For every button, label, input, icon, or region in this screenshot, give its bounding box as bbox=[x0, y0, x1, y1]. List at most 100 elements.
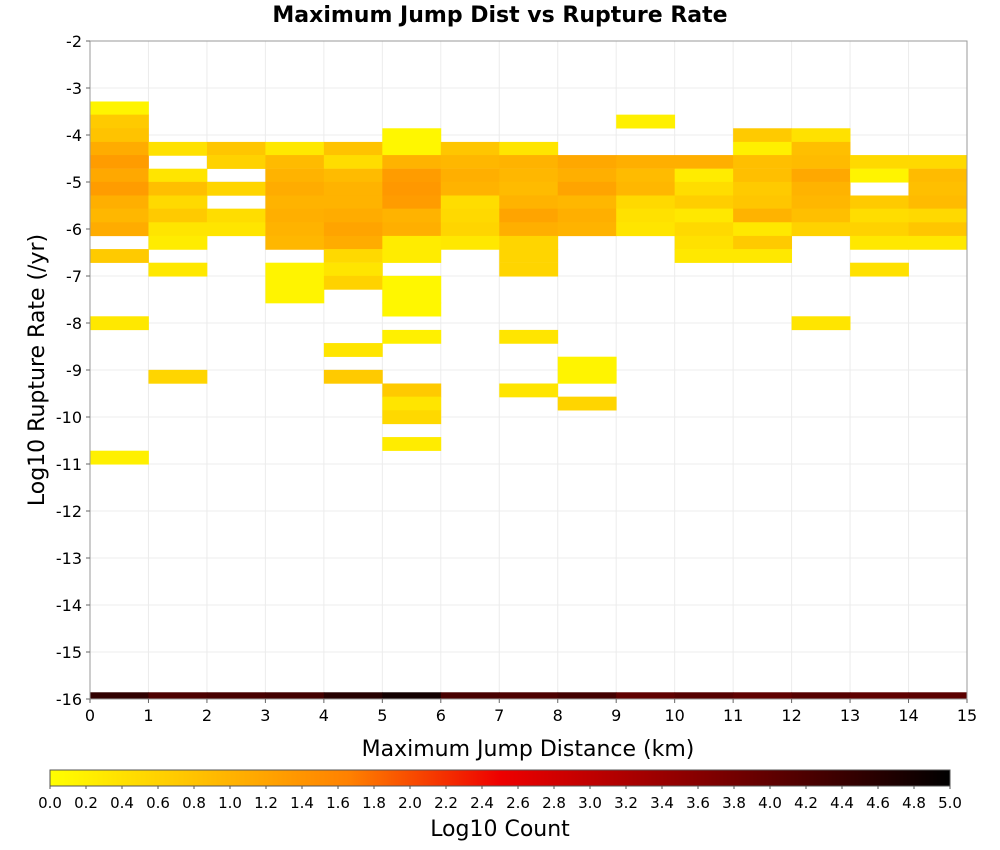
heatmap-cell bbox=[557, 155, 617, 169]
heatmap-cell bbox=[616, 168, 676, 183]
heatmap-cell bbox=[323, 275, 383, 290]
heatmap-cell bbox=[733, 249, 792, 263]
heatmap-cell bbox=[90, 249, 149, 263]
heatmap-cell bbox=[791, 168, 851, 183]
heatmap-cell bbox=[791, 692, 851, 700]
heatmap-cell bbox=[791, 222, 851, 237]
heatmap-cell bbox=[616, 195, 676, 210]
heatmap-cell bbox=[850, 222, 909, 237]
heatmap-cell bbox=[323, 222, 383, 237]
heatmap-cell bbox=[674, 249, 734, 263]
x-tick-label: 9 bbox=[611, 706, 621, 725]
heatmap-cell bbox=[90, 208, 149, 223]
heatmap-cell bbox=[382, 128, 442, 143]
heatmap-cell bbox=[557, 181, 617, 196]
colorbar-tick-label: 3.8 bbox=[722, 794, 746, 812]
heatmap-cell bbox=[850, 195, 909, 210]
heatmap-cell bbox=[148, 195, 208, 210]
heatmap-cell bbox=[499, 181, 559, 196]
colorbar-tick-label: 0.0 bbox=[38, 794, 62, 812]
heatmap-cell bbox=[382, 141, 442, 156]
heatmap-cell bbox=[499, 692, 559, 700]
colorbar-tick-label: 1.8 bbox=[362, 794, 386, 812]
colorbar-tick-label: 1.2 bbox=[254, 794, 278, 812]
heatmap-cell bbox=[850, 168, 909, 183]
heatmap-cell bbox=[908, 168, 968, 183]
y-tick-label: -9 bbox=[66, 361, 82, 380]
y-tick-label: -15 bbox=[56, 643, 82, 662]
y-axis-label: Log10 Rupture Rate (/yr) bbox=[25, 234, 50, 506]
heatmap-cell bbox=[557, 195, 617, 210]
heatmap-cell bbox=[323, 343, 383, 357]
heatmap-cell bbox=[791, 128, 851, 143]
heatmap-cell bbox=[265, 195, 325, 210]
heatmap-cell bbox=[382, 275, 442, 290]
heatmap-cell bbox=[499, 222, 559, 237]
heatmap-cell bbox=[499, 141, 559, 156]
x-tick-label: 15 bbox=[957, 706, 977, 725]
heatmap-cell bbox=[499, 329, 559, 344]
heatmap-cell bbox=[733, 181, 792, 196]
heatmap-cell bbox=[674, 181, 734, 196]
heatmap-cell bbox=[90, 114, 149, 129]
heatmap-cell bbox=[440, 168, 500, 183]
heatmap-cell bbox=[733, 208, 792, 223]
heatmap-cell bbox=[557, 396, 617, 411]
heatmap-cell bbox=[382, 289, 442, 304]
heatmap-cell bbox=[674, 692, 734, 700]
x-tick-label: 11 bbox=[723, 706, 743, 725]
heatmap-cell bbox=[382, 208, 442, 223]
colorbar-tick-label: 2.6 bbox=[506, 794, 530, 812]
heatmap-cell bbox=[440, 208, 500, 223]
colorbar-tick-label: 3.6 bbox=[686, 794, 710, 812]
y-tick-label: -13 bbox=[56, 549, 82, 568]
heatmap-cell bbox=[323, 195, 383, 210]
heatmap-cell bbox=[148, 208, 208, 223]
heatmap-cell bbox=[148, 369, 208, 384]
heatmap-cell bbox=[382, 222, 442, 237]
heatmap-cell bbox=[323, 181, 383, 196]
colorbar-tick-label: 4.8 bbox=[902, 794, 926, 812]
heatmap-cell bbox=[90, 195, 149, 210]
heatmap-cell bbox=[382, 396, 442, 411]
x-tick-label: 13 bbox=[840, 706, 860, 725]
colorbar-tick-label: 2.4 bbox=[470, 794, 494, 812]
heatmap-cell bbox=[557, 369, 617, 384]
colorbar-tick-label: 4.2 bbox=[794, 794, 818, 812]
heatmap-cell bbox=[733, 128, 792, 143]
heatmap-cell bbox=[850, 208, 909, 223]
heatmap-cell bbox=[206, 141, 266, 156]
heatmap-cell bbox=[440, 692, 500, 700]
y-tick-label: -11 bbox=[56, 455, 82, 474]
x-axis-ticks: 0 1 2 3 4 5 6 7 8 9 10 11 12 13 14 15 bbox=[85, 699, 977, 725]
heatmap-cell bbox=[616, 208, 676, 223]
heatmap-cell bbox=[90, 181, 149, 196]
heatmap-cell bbox=[733, 155, 792, 169]
heatmap-cell bbox=[908, 235, 968, 250]
heatmap-cell bbox=[850, 692, 909, 700]
y-tick-label: -2 bbox=[66, 32, 82, 51]
y-axis-ticks: -2 -3 -4 -5 -6 -7 -8 -9 -10 -11 -12 -13 -14 -15 -16 bbox=[56, 32, 90, 709]
y-tick-label: -4 bbox=[66, 126, 82, 145]
colorbar-ticks: 0.0 0.2 0.4 0.6 0.8 1.0 1.2 1.4 1.6 1.8 2.0 2.2 2.4 2… bbox=[38, 786, 962, 812]
heatmap-cell bbox=[499, 235, 559, 250]
colorbar-tick-label: 1.4 bbox=[290, 794, 314, 812]
x-tick-label: 6 bbox=[436, 706, 446, 725]
y-tick-label: -6 bbox=[66, 220, 82, 239]
y-tick-label: -5 bbox=[66, 173, 82, 192]
heatmap-cell bbox=[206, 692, 266, 700]
heatmap-cell bbox=[382, 302, 442, 317]
heatmap-cell bbox=[206, 155, 266, 169]
heatmap-cell bbox=[265, 275, 325, 290]
heatmap-cell bbox=[733, 141, 792, 156]
colorbar bbox=[49, 769, 951, 787]
heatmap-cell bbox=[382, 692, 442, 700]
heatmap-cells bbox=[90, 101, 968, 700]
x-tick-label: 12 bbox=[781, 706, 801, 725]
heatmap-cell bbox=[557, 208, 617, 223]
heatmap-cell bbox=[265, 168, 325, 183]
x-axis-label: Maximum Jump Distance (km) bbox=[362, 737, 695, 762]
heatmap-cell bbox=[265, 208, 325, 223]
colorbar-tick-label: 4.0 bbox=[758, 794, 782, 812]
